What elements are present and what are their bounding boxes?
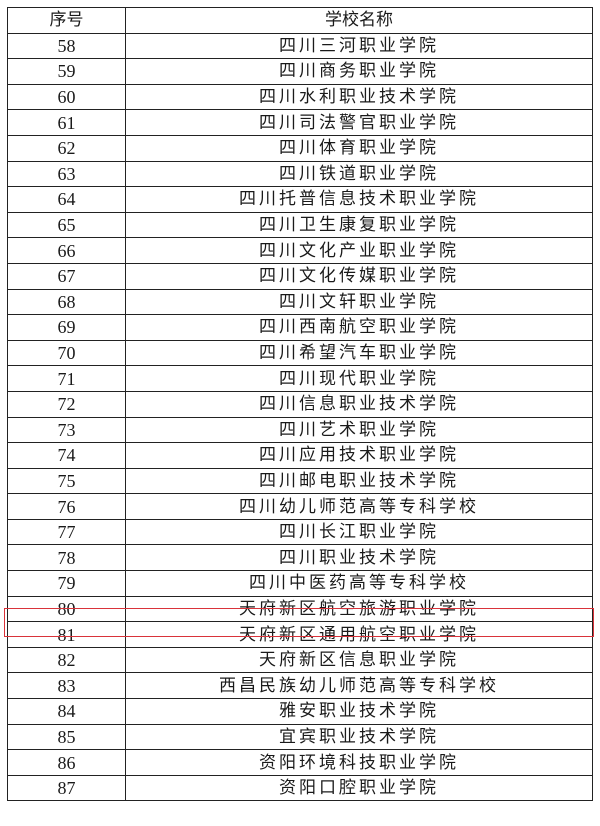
table-row: 70 四川希望汽车职业学院 — [7, 339, 593, 367]
school-name: 天府新区通用航空职业学院 — [125, 621, 593, 648]
row-index: 67 — [7, 262, 126, 290]
row-index: 73 — [7, 416, 126, 444]
table-row: 63 四川铁道职业学院 — [7, 160, 593, 188]
school-name: 四川托普信息技术职业学院 — [125, 186, 593, 213]
school-name: 四川幼儿师范高等专科学校 — [125, 493, 593, 520]
row-index: 72 — [7, 390, 126, 418]
school-name: 四川商务职业学院 — [125, 58, 593, 85]
header-school-name: 学校名称 — [125, 7, 593, 34]
row-index: 86 — [7, 749, 126, 776]
table-row: 67 四川文化传媒职业学院 — [7, 262, 593, 290]
row-index: 74 — [7, 442, 126, 469]
table-row: 73 四川艺术职业学院 — [7, 416, 593, 444]
table-row: 69 四川西南航空职业学院 — [7, 314, 593, 341]
table-row: 66 四川文化产业职业学院 — [7, 237, 593, 264]
row-index: 65 — [7, 211, 126, 239]
row-index: 60 — [7, 83, 126, 111]
table-row: 82 天府新区信息职业学院 — [7, 646, 593, 674]
table-row: 76 四川幼儿师范高等专科学校 — [7, 493, 593, 520]
school-name: 四川铁道职业学院 — [125, 160, 593, 188]
row-index: 71 — [7, 365, 126, 392]
table-header-row: 序号 学校名称 — [7, 7, 593, 34]
table-row: 59 四川商务职业学院 — [7, 58, 593, 85]
row-index: 79 — [7, 570, 126, 597]
row-index: 77 — [7, 518, 126, 546]
table-row: 71 四川现代职业学院 — [7, 365, 593, 392]
school-name: 天府新区信息职业学院 — [125, 646, 593, 674]
row-index: 75 — [7, 467, 126, 495]
row-index: 58 — [7, 32, 126, 60]
school-name: 四川应用技术职业学院 — [125, 442, 593, 469]
school-name: 四川职业技术学院 — [125, 544, 593, 572]
row-index: 82 — [7, 646, 126, 674]
table-row: 86 资阳环境科技职业学院 — [7, 749, 593, 776]
table-row: 64 四川托普信息技术职业学院 — [7, 186, 593, 213]
row-index: 84 — [7, 698, 126, 725]
table-row: 78 四川职业技术学院 — [7, 544, 593, 572]
school-name: 四川卫生康复职业学院 — [125, 211, 593, 239]
school-name: 四川三河职业学院 — [125, 32, 593, 60]
row-index: 87 — [7, 774, 126, 802]
row-index: 59 — [7, 58, 126, 85]
school-name: 四川邮电职业技术学院 — [125, 467, 593, 495]
table-row: 72 四川信息职业技术学院 — [7, 390, 593, 418]
school-name: 四川文化传媒职业学院 — [125, 262, 593, 290]
row-index: 70 — [7, 339, 126, 367]
table-row: 81 天府新区通用航空职业学院 — [7, 621, 593, 648]
table-row: 65 四川卫生康复职业学院 — [7, 211, 593, 239]
table-row: 58 四川三河职业学院 — [7, 32, 593, 60]
row-index: 62 — [7, 134, 126, 162]
table-row: 87 资阳口腔职业学院 — [7, 774, 593, 802]
row-index: 66 — [7, 237, 126, 264]
row-index: 63 — [7, 160, 126, 188]
school-name: 四川司法警官职业学院 — [125, 109, 593, 136]
table-row: 61 四川司法警官职业学院 — [7, 109, 593, 136]
school-list-table: 序号 学校名称 58 四川三河职业学院 59 四川商务职业学院 60 四川水利职业技术学院… — [7, 7, 593, 802]
table-row: 84 雅安职业技术学院 — [7, 698, 593, 725]
school-name: 四川水利职业技术学院 — [125, 83, 593, 111]
row-index: 76 — [7, 493, 126, 520]
table-row: 75 四川邮电职业技术学院 — [7, 467, 593, 495]
row-index: 85 — [7, 723, 126, 751]
row-index: 68 — [7, 288, 126, 316]
row-index: 81 — [7, 621, 126, 648]
school-name: 四川艺术职业学院 — [125, 416, 593, 444]
table-row: 85 宜宾职业技术学院 — [7, 723, 593, 751]
school-name: 资阳环境科技职业学院 — [125, 749, 593, 776]
school-name: 天府新区航空旅游职业学院 — [125, 595, 593, 623]
table-row: 83 西昌民族幼儿师范高等专科学校 — [7, 672, 593, 700]
school-name: 四川信息职业技术学院 — [125, 390, 593, 418]
table-row: 74 四川应用技术职业学院 — [7, 442, 593, 469]
row-index: 69 — [7, 314, 126, 341]
school-name: 四川长江职业学院 — [125, 518, 593, 546]
school-name: 四川希望汽车职业学院 — [125, 339, 593, 367]
school-name: 资阳口腔职业学院 — [125, 774, 593, 802]
table-row: 60 四川水利职业技术学院 — [7, 83, 593, 111]
table-row: 68 四川文轩职业学院 — [7, 288, 593, 316]
school-name: 四川体育职业学院 — [125, 134, 593, 162]
table-row: 80 天府新区航空旅游职业学院 — [7, 595, 593, 623]
school-name: 四川西南航空职业学院 — [125, 314, 593, 341]
row-index: 80 — [7, 595, 126, 623]
row-index: 61 — [7, 109, 126, 136]
school-name: 西昌民族幼儿师范高等专科学校 — [125, 672, 593, 700]
table-row: 62 四川体育职业学院 — [7, 134, 593, 162]
header-index: 序号 — [7, 7, 126, 34]
school-name: 四川文轩职业学院 — [125, 288, 593, 316]
school-name: 四川中医药高等专科学校 — [125, 570, 593, 597]
table-row: 77 四川长江职业学院 — [7, 518, 593, 546]
school-name: 宜宾职业技术学院 — [125, 723, 593, 751]
school-name: 四川现代职业学院 — [125, 365, 593, 392]
table-row: 79 四川中医药高等专科学校 — [7, 570, 593, 597]
row-index: 83 — [7, 672, 126, 700]
school-name: 雅安职业技术学院 — [125, 698, 593, 725]
row-index: 64 — [7, 186, 126, 213]
school-name: 四川文化产业职业学院 — [125, 237, 593, 264]
row-index: 78 — [7, 544, 126, 572]
